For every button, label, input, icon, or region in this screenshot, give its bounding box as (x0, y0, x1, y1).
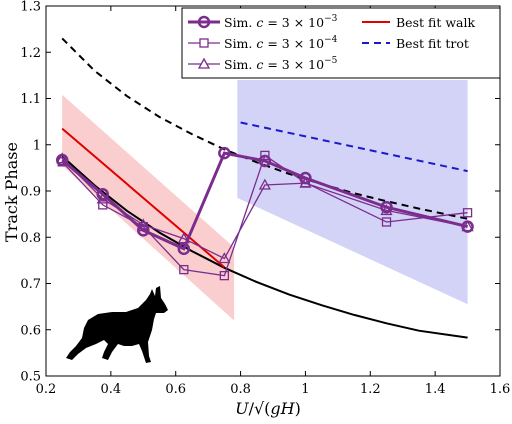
point-sim-1e-4 (98, 200, 108, 210)
legend-label-trot: Best fit trot (396, 36, 469, 51)
y-tick-label: 0.7 (20, 277, 41, 292)
x-tick-label: 1.2 (360, 382, 381, 397)
point-sim-1e-4 (179, 264, 189, 275)
point-sim-1e-3 (96, 187, 109, 201)
fit-bands (62, 80, 468, 321)
point-sim-1e-5 (218, 252, 231, 264)
legend-label-sim-1e-3: Sim. c = 3 × 10−3 (224, 14, 338, 30)
x-tick-label: 0.6 (165, 382, 186, 397)
y-tick-label: 1 (33, 138, 41, 153)
x-tick-label: 1 (301, 382, 309, 397)
x-axis-label: U/√(gH) (235, 399, 301, 418)
x-tick-label: 0.2 (36, 382, 57, 397)
y-tick-label: 0.9 (20, 185, 41, 200)
point-sim-1e-3 (258, 154, 272, 168)
x-tick-label: 0.4 (101, 382, 122, 397)
y-tick-label: 0.5 (20, 370, 41, 385)
series-sim-1e-3 (55, 146, 474, 256)
legend-marker-circle (197, 15, 211, 29)
legend-label-sim-1e-5: Sim. c = 3 × 10−5 (224, 56, 338, 72)
legend-entry-sim-1e-3: Sim. c = 3 × 10−3 (188, 14, 338, 30)
x-tick-label: 1.4 (425, 382, 446, 397)
point-sim-1e-4 (462, 208, 473, 218)
legend-marker-triangle (197, 57, 211, 69)
point-sim-1e-5 (380, 204, 393, 216)
reference-curves (61, 37, 468, 339)
legend-marker-square (199, 38, 209, 48)
black-dashed-curve (61, 37, 468, 220)
y-tick-label: 1.2 (20, 46, 41, 61)
y-axis-label: Track Phase (2, 142, 21, 242)
dog-silhouette-icon (66, 286, 168, 363)
legend-entry-sim-1e-5: Sim. c = 3 × 10−5 (188, 56, 338, 72)
y-tick-label: 1.1 (20, 92, 41, 107)
y-tick-label: 1.3 (20, 0, 41, 15)
point-sim-1e-3 (55, 153, 69, 167)
x-tick-label: 0.8 (230, 382, 251, 397)
best-fit-trot-line (240, 121, 468, 173)
best-fit-lines (61, 121, 468, 269)
point-sim-1e-3 (461, 220, 474, 233)
x-tick-label: 1.6 (490, 382, 511, 397)
trot-fit-band (237, 80, 468, 305)
point-sim-1e-5 (258, 178, 271, 190)
point-sim-1e-3 (137, 224, 150, 237)
legend: Sim. c = 3 × 10−3 Sim. c = 3 × 10−4 Sim.… (181, 7, 501, 79)
point-sim-1e-3 (380, 200, 393, 214)
point-sim-1e-3 (299, 171, 312, 185)
legend-box (181, 7, 501, 79)
axis-ticks: 0.2 0.4 0.6 0.8 1 1.2 1.4 1.6 0.5 0.6 0.7 0.8 0.9 1 1.… (20, 0, 510, 397)
y-tick-label: 0.6 (20, 323, 41, 338)
series-line-sim-1e-4 (61, 154, 468, 277)
point-sim-1e-3 (177, 242, 191, 256)
legend-entry-sim-1e-4: Sim. c = 3 × 10−4 (188, 35, 338, 51)
point-sim-1e-3 (218, 146, 231, 160)
legend-label-sim-1e-4: Sim. c = 3 × 10−4 (224, 35, 338, 51)
series-line-sim-1e-3 (61, 151, 468, 251)
y-tick-label: 0.8 (20, 231, 41, 246)
best-fit-walk-line (61, 127, 226, 269)
legend-entry-best-fit-walk: Best fit walk (362, 15, 475, 30)
point-sim-1e-4 (219, 270, 230, 281)
walk-fit-band (62, 94, 235, 321)
point-sim-1e-4 (381, 217, 392, 227)
simulation-series (55, 146, 474, 281)
legend-label-walk: Best fit walk (396, 15, 475, 30)
legend-entry-best-fit-trot: Best fit trot (362, 36, 469, 51)
black-solid-curve (61, 155, 468, 339)
